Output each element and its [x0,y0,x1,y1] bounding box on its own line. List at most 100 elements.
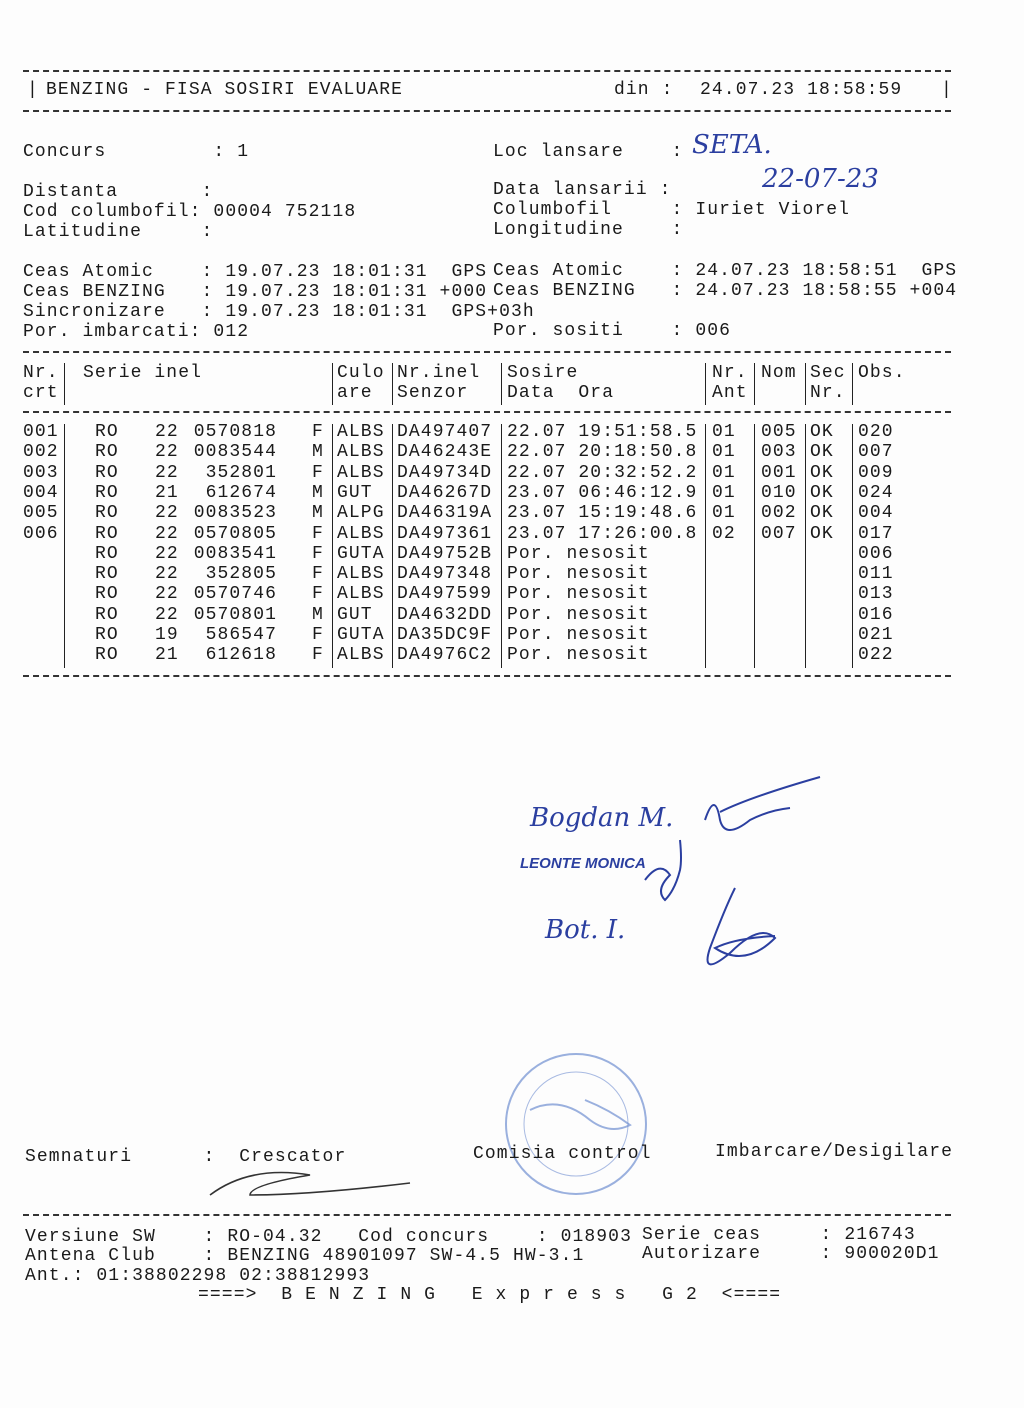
page-title: BENZING - FISA SOSIRI EVALUARE [46,80,404,100]
column-header: crt [23,383,59,403]
cell-serie-number: 0083544 [193,442,277,463]
cell-nr-crt: 005 [23,503,59,524]
cell-serie-country: RO [95,645,119,666]
cell-sex: M [312,442,324,463]
cell-obs: 024 [858,482,894,503]
cell-obs: 017 [858,523,894,544]
column-separator [64,424,65,668]
autorizare: Autorizare : 900020D1 [642,1244,940,1264]
stamp-name: LEONTE MONICA [520,855,646,872]
cell-arrival: 23.07 06:46:12.9 [507,482,698,503]
cell-color: ALBS [337,422,385,442]
cell-serie-country: RO [95,543,119,564]
cell-sensor-ring: DA46243E [397,442,493,463]
data-handwritten: 22-07-23 [762,164,879,194]
cell-color: GUT [337,604,373,625]
cell-serie-country: RO [95,625,119,645]
column-header: Obs. [858,363,906,383]
comisia-control: Comisia control [473,1144,652,1164]
longitudine: Longitudine : [493,220,684,240]
column-header: Data Ora [507,383,615,403]
divider [23,1214,951,1216]
column-header: Nr. [810,383,846,403]
cell-arrival: Por. nesosit [507,645,650,666]
column-separator [852,424,853,668]
cell-nr-crt: 002 [23,442,59,463]
cell-serie-number: 0083523 [193,503,277,524]
cell-obs: 009 [858,462,894,483]
cell-sensor-ring: DA497599 [397,584,493,605]
cell-serie-country: RO [95,523,119,544]
column-separator [332,424,333,668]
cell-serie-number: 0083541 [193,543,277,564]
column-separator [501,424,502,668]
ceas-benzing-end: Ceas BENZING : 24.07.23 18:58:55 +004 [493,281,958,301]
cell-serie-year: 22 [155,584,179,605]
cell-serie-country: RO [95,584,119,605]
cell-antenna: 01 [712,422,736,442]
column-separator [705,424,706,668]
versiune-sw: Versiune SW : RO-04.32 Cod concurs : 018… [25,1227,632,1247]
din-label: din : [614,80,674,100]
cell-sex: M [312,482,324,503]
cell-serie-year: 22 [155,564,179,585]
cell-sex: F [312,462,324,483]
column-header: Nr.inel [397,363,481,383]
column-separator [332,363,333,405]
cell-obs: 016 [858,604,894,625]
column-header: Ant [712,383,748,403]
cell-sensor-ring: DA4632DD [397,604,493,625]
column-header: Nom [761,363,797,383]
cell-arrival: 22.07 20:18:50.8 [507,442,698,463]
cell-color: GUTA [337,543,385,564]
cell-color: ALBS [337,442,385,463]
cell-arrival: Por. nesosit [507,564,650,585]
cell-sensor-ring: DA49734D [397,462,493,483]
cell-sensor-ring: DA497348 [397,564,493,585]
cell-sex: F [312,564,324,585]
column-header: Nr. [23,363,59,383]
column-separator [64,363,65,405]
cell-sex: F [312,422,324,442]
cell-nom: 007 [761,523,797,544]
cell-nom: 002 [761,503,797,524]
cell-serie-year: 22 [155,503,179,524]
cell-serie-number: 0570801 [193,604,277,625]
divider [23,351,951,353]
handwritten-signature-1: Bogdan M. [530,803,674,833]
loc-lansare: Loc lansare : [493,142,684,162]
cell-serie-year: 22 [155,462,179,483]
cell-sex: M [312,604,324,625]
cell-serie-year: 22 [155,543,179,564]
cell-serie-country: RO [95,564,119,585]
data-lansarii: Data lansarii : [493,180,672,200]
column-header: Serie inel [83,363,203,383]
column-separator [392,424,393,668]
cell-nr-crt: 001 [23,422,59,442]
cell-color: GUTA [337,625,385,645]
column-header: Nr. [712,363,748,383]
print-datetime: 24.07.23 18:58:59 [700,80,903,100]
cell-sensor-ring: DA49752B [397,543,493,564]
cell-serie-number: 352801 [205,462,277,483]
cell-sex: F [312,645,324,666]
cell-arrival: Por. nesosit [507,604,650,625]
por-imbarcati: Por. imbarcati: 012 [23,322,250,342]
cell-sex: F [312,523,324,544]
column-separator [805,424,806,668]
cell-antenna: 01 [712,462,736,483]
loc-handwritten: SETA. [692,130,772,160]
cell-serie-country: RO [95,503,119,524]
semnaturi: Semnaturi : Crescator [25,1147,347,1167]
cell-serie-number: 0570818 [193,422,277,442]
header-bar-left: | [27,80,39,100]
cell-sec: OK [810,523,834,544]
cell-antenna: 01 [712,442,736,463]
cell-antenna: 01 [712,482,736,503]
cell-sec: OK [810,503,834,524]
cell-antenna: 01 [712,503,736,524]
cell-serie-number: 0570805 [193,523,277,544]
cell-obs: 021 [858,625,894,645]
cell-arrival: 22.07 20:32:52.2 [507,462,698,483]
